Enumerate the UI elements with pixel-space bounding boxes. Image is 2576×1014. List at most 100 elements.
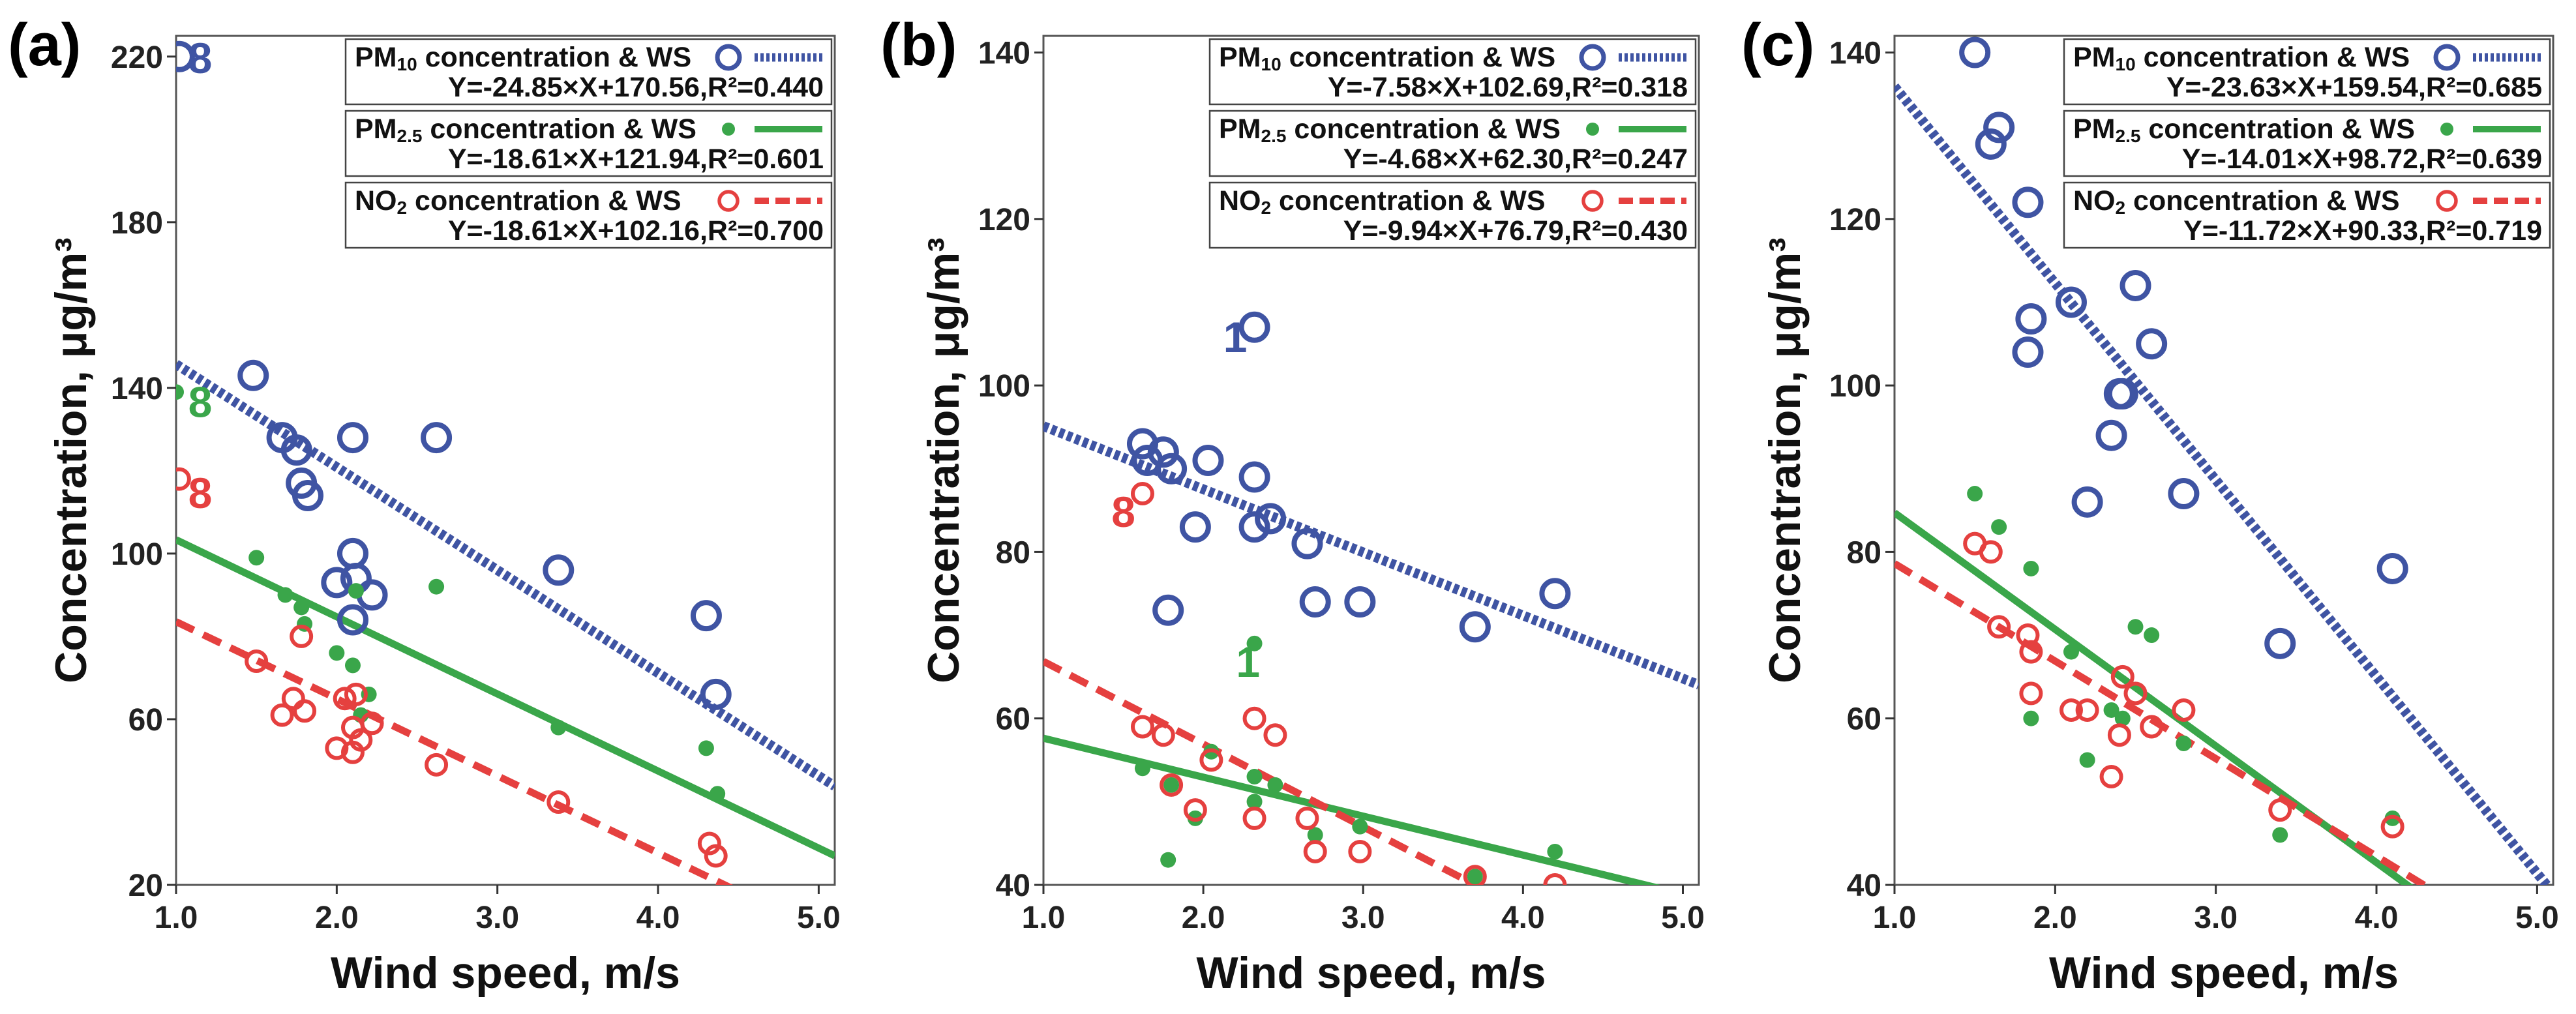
data-point-no2 [2099, 765, 2123, 789]
chart-panel-2: 1.0 2.0 3.0 4.0 5.0 40 60 80 100 120 140 Wind speed… [880, 12, 1705, 998]
data-point-no2 [1295, 806, 1319, 830]
y-tick-label: 140 [978, 37, 1030, 71]
legend-entry-box [2063, 38, 2551, 106]
data-point-pm25 [550, 719, 567, 736]
x-tick-label: 5.0 [1661, 901, 1705, 935]
data-point-pm10 [1291, 528, 1323, 559]
data-point-pm10 [321, 567, 353, 599]
data-point-pm10 [280, 434, 312, 466]
data-point-pm10 [543, 554, 575, 586]
data-point-pm10 [2119, 269, 2151, 301]
data-point-no2 [1987, 615, 2011, 639]
fit-line-pm10 [176, 360, 835, 790]
data-point-no2 [2075, 698, 2099, 722]
fit-line-no2 [176, 618, 733, 885]
legend-entry-box [1208, 181, 1697, 249]
y-tick-label: 60 [1847, 702, 1881, 737]
data-point-pm25 [2023, 710, 2039, 726]
data-point-no2 [697, 831, 721, 856]
data-point-pm10 [1255, 503, 1287, 535]
y-tick-label: 220 [111, 40, 163, 75]
data-point-pm10 [1238, 311, 1270, 343]
y-tick-label: 20 [128, 869, 163, 903]
data-point-pm10 [2106, 378, 2138, 410]
data-point-pm10 [1983, 112, 2015, 143]
legend-suffix: concentration & WS [1281, 42, 1555, 73]
data-point-no2 [176, 467, 191, 491]
data-point-no2 [2140, 715, 2164, 739]
legend-prefix: PM [1219, 42, 1261, 73]
x-tick-label: 5.0 [797, 901, 841, 935]
legend-subscript: 2 [397, 198, 408, 218]
panel-label: (c) [1741, 12, 1814, 78]
data-point-pm10 [1299, 586, 1331, 618]
data-point-no2 [2123, 681, 2148, 706]
legend-entry-box [344, 181, 833, 249]
data-point-no2 [349, 728, 373, 752]
legend-entry-box [344, 110, 833, 177]
x-tick-label: 5.0 [2515, 901, 2559, 935]
data-point-no2 [2380, 814, 2404, 839]
point-annotation: 1 [1236, 638, 1260, 686]
data-point-pm10 [1344, 586, 1376, 618]
legend-subscript: 2.5 [1261, 126, 1287, 146]
data-point-pm10 [1152, 594, 1184, 626]
data-point-pm10 [337, 422, 368, 454]
legend-entry-box [2063, 110, 2551, 177]
data-point-pm25 [293, 599, 310, 616]
data-point-pm25 [277, 587, 293, 603]
legend-suffix: concentration & WS [417, 42, 691, 73]
fit-line-pm25 [1895, 509, 2414, 885]
y-axis-title: Concentration, μg/m³ [919, 237, 968, 683]
legend-marker [2436, 190, 2458, 212]
data-point-no2 [2268, 798, 2292, 822]
legend-prefix: PM [2073, 113, 2116, 145]
x-tick-label: 3.0 [2194, 901, 2238, 935]
legend: PM10 concentration & WSY=-24.85×X+170.56… [344, 38, 833, 249]
legend-marker [1581, 190, 1604, 212]
data-point-pm10 [1147, 436, 1179, 468]
data-point-pm25 [2063, 644, 2079, 660]
data-point-pm10 [421, 422, 453, 454]
data-point-pm10 [176, 40, 195, 72]
data-point-pm10 [337, 537, 368, 569]
data-point-pm25 [1267, 777, 1283, 793]
x-tick-label: 2.0 [1182, 901, 1225, 935]
data-point-no2 [1263, 723, 1287, 747]
data-point-pm25 [2176, 736, 2192, 751]
data-point-no2 [1543, 873, 1567, 885]
y-tick-label: 80 [996, 535, 1030, 570]
legend-suffix: concentration & WS [1271, 185, 1545, 216]
y-axis-title: Concentration, μg/m³ [46, 237, 96, 683]
legend-entry-label: NO2 concentration & WS [2073, 185, 2400, 218]
legend-prefix: PM [355, 42, 397, 73]
data-point-pm10 [2136, 328, 2168, 360]
data-point-no2 [704, 844, 728, 868]
data-point-no2 [281, 687, 305, 711]
data-point-pm25 [1163, 777, 1180, 793]
chart-panel-3: 1.0 2.0 3.0 4.0 5.0 40 60 80 100 120 140 Wind speed… [1741, 12, 2559, 998]
data-point-pm10 [2012, 186, 2044, 218]
legend-marker [1579, 44, 1606, 71]
legend-equation: Y=-14.01×X+98.72,R²=0.639 [2182, 143, 2542, 175]
data-point-no2 [1130, 715, 1154, 739]
legend-entry-label: NO2 concentration & WS [1219, 185, 1546, 218]
data-point-pm25 [329, 645, 345, 661]
data-point-no2 [547, 790, 571, 814]
y-tick-label: 80 [1847, 535, 1881, 570]
data-point-pm10 [1238, 511, 1270, 543]
legend-marker [2440, 123, 2453, 136]
data-point-pm25 [1134, 760, 1150, 777]
x-tick-label: 1.0 [155, 901, 198, 935]
data-point-pm25 [2114, 710, 2131, 726]
data-point-pm25 [1352, 818, 1368, 835]
legend-entry-label: NO2 concentration & WS [355, 185, 681, 218]
data-point-no2 [293, 699, 317, 723]
data-point-pm25 [348, 583, 364, 599]
y-tick-label: 100 [1829, 369, 1881, 404]
legend-marker [717, 190, 740, 212]
plot-area: 1 8 1 [1043, 311, 1699, 885]
x-tick-label: 3.0 [1341, 901, 1385, 935]
data-point-pm25 [248, 550, 265, 566]
